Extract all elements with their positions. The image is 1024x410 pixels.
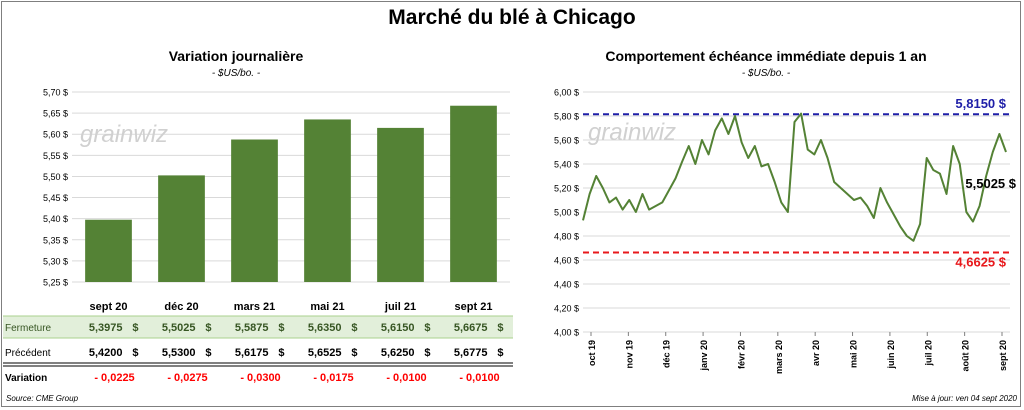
- bar: [85, 219, 132, 282]
- right-y-tick-label: 5,40 $: [554, 160, 579, 170]
- left-chart-title: Variation journalière: [169, 48, 304, 64]
- table-cell-value: - 0,0100: [459, 372, 499, 384]
- update-note: Mise à jour: ven 04 sept 2020: [912, 394, 1017, 403]
- right-y-tick-label: 5,00 $: [554, 208, 579, 218]
- last-value-label: 5,5025 $: [965, 176, 1016, 191]
- left-y-tick-label: 5,50 $: [43, 172, 68, 182]
- table-cell-unit: $: [424, 347, 430, 359]
- table-cell-value: - 0,0100: [386, 372, 426, 384]
- right-y-tick-label: 5,60 $: [554, 136, 579, 146]
- table-row-label: Variation: [5, 373, 47, 384]
- main-title: Marché du blé à Chicago: [388, 6, 636, 29]
- left-x-tick-label: déc 20: [164, 301, 198, 313]
- right-x-tick-label: déc 19: [662, 340, 672, 368]
- left-x-tick-label: sept 20: [90, 301, 128, 313]
- table-cell-unit: $: [351, 322, 357, 334]
- left-x-tick-label: mai 21: [310, 301, 344, 313]
- right-y-tick-label: 5,80 $: [554, 112, 579, 122]
- source-note: Source: CME Group: [6, 394, 79, 403]
- right-x-tick-label: avr 20: [811, 340, 821, 366]
- table-cell-unit: $: [497, 347, 503, 359]
- price-series-line: [582, 112, 1007, 242]
- table-row-label: Précédent: [5, 348, 51, 359]
- table-cell-value: 5,6150: [381, 322, 415, 334]
- table-cell-unit: $: [424, 322, 430, 334]
- bar: [377, 127, 424, 282]
- table-cell-value: 5,6525: [308, 347, 342, 359]
- table-cell-value: 5,4200: [89, 347, 123, 359]
- watermark-right: grainwiz: [588, 119, 676, 146]
- right-y-tick-label: 4,40 $: [554, 280, 579, 290]
- right-x-tick-label: sept 20: [998, 340, 1008, 371]
- table-cell-value: - 0,0300: [240, 372, 280, 384]
- right-y-tick-label: 4,20 $: [554, 304, 579, 314]
- table-cell-unit: $: [205, 322, 211, 334]
- bar: [304, 119, 351, 282]
- right-y-tick-label: 4,00 $: [554, 328, 579, 338]
- table-cell-value: 5,5300: [162, 347, 196, 359]
- right-x-tick-label: nov 19: [624, 340, 634, 369]
- table-cell-value: - 0,0225: [94, 372, 134, 384]
- right-y-tick-label: 4,80 $: [554, 232, 579, 242]
- right-x-tick-label: févr 20: [736, 340, 746, 369]
- table-cell-unit: $: [278, 347, 284, 359]
- bar: [450, 105, 497, 282]
- right-x-tick-label: mai 20: [849, 340, 859, 368]
- reference-line-label: 5,8150 $: [955, 96, 1006, 111]
- bar: [158, 175, 205, 282]
- left-x-tick-label: juil 21: [384, 301, 416, 313]
- left-x-tick-label: sept 21: [455, 301, 493, 313]
- right-y-tick-label: 4,60 $: [554, 256, 579, 266]
- table-cell-unit: $: [132, 322, 138, 334]
- right-chart-title: Comportement échéance immédiate depuis 1…: [605, 48, 926, 64]
- left-y-tick-label: 5,65 $: [43, 109, 68, 119]
- table-row-bg: [3, 341, 513, 363]
- left-y-tick-label: 5,45 $: [43, 193, 68, 203]
- right-x-tick-label: juin 20: [886, 340, 896, 370]
- table-cell-value: 5,6675: [454, 322, 488, 334]
- table-cell-unit: $: [497, 322, 503, 334]
- watermark-left: grainwiz: [80, 121, 168, 148]
- table-cell-value: 5,6350: [308, 322, 342, 334]
- left-chart-subtitle: - $US/bo. -: [212, 68, 261, 79]
- reference-line-label: 4,6625 $: [955, 255, 1006, 270]
- left-y-tick-label: 5,60 $: [43, 130, 68, 140]
- table-cell-value: 5,6775: [454, 347, 488, 359]
- bar: [231, 139, 278, 282]
- left-y-tick-label: 5,40 $: [43, 214, 68, 224]
- table-cell-value: 5,5025: [162, 322, 196, 334]
- left-y-tick-label: 5,35 $: [43, 235, 68, 245]
- left-y-tick-label: 5,30 $: [43, 256, 68, 266]
- left-y-tick-label: 5,25 $: [43, 278, 68, 288]
- table-row-label: Fermeture: [5, 323, 52, 334]
- right-y-tick-label: 6,00 $: [554, 88, 579, 98]
- right-x-tick-label: mars 20: [774, 340, 784, 374]
- table-cell-value: 5,3975: [89, 322, 123, 334]
- table-cell-unit: $: [351, 347, 357, 359]
- table-cell-value: - 0,0175: [313, 372, 353, 384]
- table-cell-unit: $: [278, 322, 284, 334]
- table-cell-unit: $: [132, 347, 138, 359]
- table-row-bg: [3, 316, 513, 338]
- left-y-tick-label: 5,55 $: [43, 151, 68, 161]
- right-x-tick-label: oct 19: [587, 340, 597, 366]
- right-chart-subtitle: - $US/bo. -: [742, 68, 791, 79]
- right-x-tick-label: août 20: [961, 340, 971, 372]
- table-cell-value: - 0,0275: [167, 372, 207, 384]
- table-cell-value: 5,6250: [381, 347, 415, 359]
- table-row-bg: [3, 366, 513, 388]
- left-x-tick-label: mars 21: [234, 301, 276, 313]
- right-x-tick-label: janv 20: [699, 340, 709, 372]
- right-y-tick-label: 5,20 $: [554, 184, 579, 194]
- table-cell-value: 5,5875: [235, 322, 269, 334]
- left-y-tick-label: 5,70 $: [43, 88, 68, 98]
- table-cell-value: 5,6175: [235, 347, 269, 359]
- table-cell-unit: $: [205, 347, 211, 359]
- right-x-tick-label: juil 20: [923, 340, 933, 367]
